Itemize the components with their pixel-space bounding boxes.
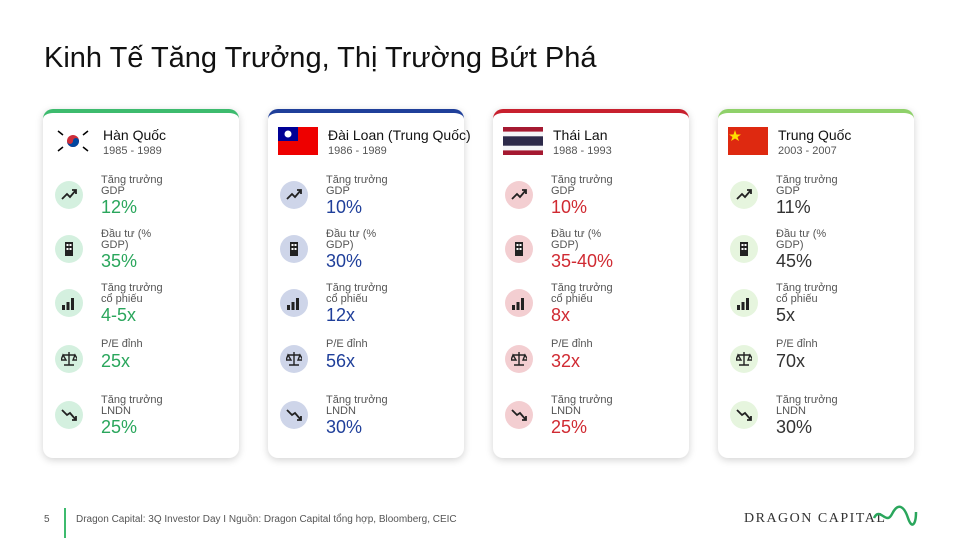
metric-label: P/E đỉnh (776, 338, 818, 350)
period: 2003 - 2007 (778, 145, 837, 157)
metric-icon (730, 181, 758, 209)
metric-value: 30% (326, 251, 363, 271)
metric-icon (55, 181, 83, 209)
metric-icon (55, 289, 83, 317)
metric-icon (730, 401, 758, 429)
country-name: Trung Quốc (778, 127, 852, 143)
metric-value: 25% (101, 417, 138, 437)
source-note: Dragon Capital: 3Q Investor Day I Nguồn:… (76, 514, 457, 525)
metric-icon (730, 235, 758, 263)
metric-value: 4-5x (101, 305, 137, 325)
period: 1985 - 1989 (103, 145, 162, 157)
country-card: Hàn Quốc 1985 - 1989 Tăng trưởng GDP 12% Đầu… (43, 109, 239, 458)
period: 1988 - 1993 (553, 145, 612, 157)
metric-value: 45% (776, 251, 813, 271)
metric-label: Đầu tư (% GDP) (326, 228, 377, 251)
metric-label: Tăng trưởng LNDN (776, 394, 838, 417)
metric-icon (730, 345, 758, 373)
country-name: Thái Lan (553, 127, 608, 143)
metric-label: Tăng trưởng GDP (776, 174, 838, 197)
metric-label: Tăng trưởng GDP (551, 174, 613, 197)
country-card: Đài Loan (Trung Quốc) 1986 - 1989 Tăng trư… (268, 109, 471, 458)
metric-label: Tăng trưởng cổ phiếu (551, 282, 613, 305)
metric-label: Tăng trưởng LNDN (551, 394, 613, 417)
metric-label: Đầu tư (% GDP) (776, 228, 827, 251)
metric-icon (280, 235, 308, 263)
country-card: Thái Lan 1988 - 1993 Tăng trưởng GDP 10% Đầu… (493, 109, 689, 458)
metric-value: 32x (551, 351, 581, 371)
metric-label: Tăng trưởng cổ phiếu (776, 282, 838, 305)
metric-value: 10% (551, 197, 588, 217)
metric-value: 30% (326, 417, 363, 437)
icon-bg (280, 401, 308, 429)
flag (278, 127, 318, 155)
metric-value: 12% (101, 197, 138, 217)
metric-value: 56x (326, 351, 356, 371)
metric-label: Tăng trưởng GDP (326, 174, 388, 197)
flag (53, 127, 93, 155)
metric-value: 10% (326, 197, 363, 217)
metric-icon (280, 289, 308, 317)
metric-label: P/E đỉnh (326, 338, 368, 350)
metric-icon (55, 345, 83, 373)
divider (64, 508, 66, 538)
metric-label: Tăng trưởng cổ phiếu (101, 282, 163, 305)
metric-label: Tăng trưởng cổ phiếu (326, 282, 388, 305)
metric-label: Đầu tư (% GDP) (101, 228, 152, 251)
metric-icon (280, 345, 308, 373)
metric-value: 35% (101, 251, 138, 271)
icon-bg (55, 401, 83, 429)
metric-label: Tăng trưởng LNDN (101, 394, 163, 417)
icon-bg (505, 401, 533, 429)
metric-icon (505, 401, 533, 429)
metric-icon (280, 181, 308, 209)
icon-bg (730, 401, 758, 429)
slide-title: Kinh Tế Tăng Trưởng, Thị Trường Bứt Phá (44, 42, 597, 74)
metric-label: Tăng trưởng GDP (101, 174, 163, 197)
page-number: 5 (44, 514, 50, 525)
country-name: Hàn Quốc (103, 127, 167, 143)
metric-value: 25x (101, 351, 131, 371)
metric-label: P/E đỉnh (551, 338, 593, 350)
logo-mark (872, 505, 918, 526)
period: 1986 - 1989 (328, 145, 387, 157)
metric-icon (505, 289, 533, 317)
metric-label: Tăng trưởng LNDN (326, 394, 388, 417)
metric-label: Đầu tư (% GDP) (551, 228, 602, 251)
metric-value: 11% (776, 197, 811, 217)
country-name: Đài Loan (Trung Quốc) (328, 127, 471, 143)
metric-icon (55, 235, 83, 263)
metric-value: 70x (776, 351, 806, 371)
metric-icon (730, 289, 758, 317)
logo: DRAGON CAPITAL (744, 511, 887, 526)
metric-icon (505, 181, 533, 209)
metric-icon (505, 345, 533, 373)
metric-value: 25% (551, 417, 588, 437)
metric-icon (505, 235, 533, 263)
flag (503, 127, 543, 155)
metric-value: 5x (776, 305, 796, 325)
metric-icon (55, 401, 83, 429)
metric-label: P/E đỉnh (101, 338, 143, 350)
metric-value: 30% (776, 417, 813, 437)
metric-icon (280, 401, 308, 429)
flag (728, 127, 768, 155)
country-card: Trung Quốc 2003 - 2007 Tăng trưởng GDP 11% Đ… (718, 109, 914, 458)
metric-value: 12x (326, 305, 356, 325)
metric-value: 35-40% (551, 251, 614, 271)
metric-value: 8x (551, 305, 571, 325)
